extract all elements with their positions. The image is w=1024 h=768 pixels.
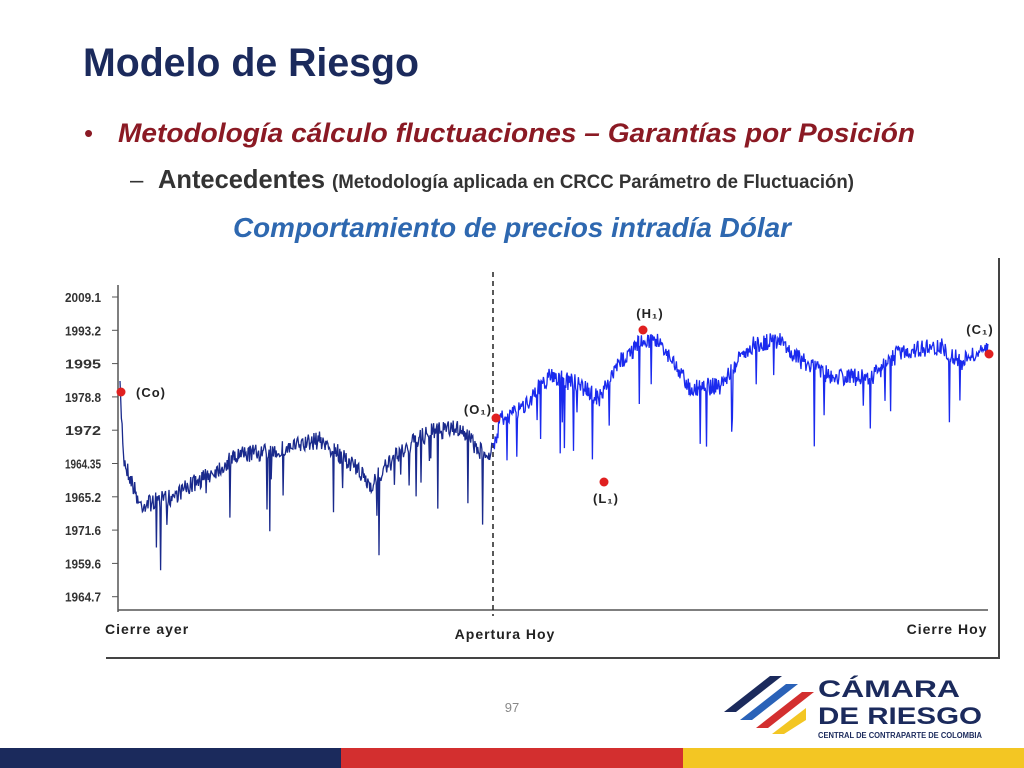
key-point — [638, 325, 648, 335]
key-point — [599, 477, 609, 487]
bullet-text: Metodología cálculo fluctuaciones – Gara… — [118, 118, 915, 148]
key-point-label: (L₁) — [593, 491, 619, 506]
key-point-label: (C₁) — [966, 322, 993, 337]
figure-frame — [106, 258, 1000, 659]
y-label: 1993.2 — [65, 323, 101, 338]
key-point — [116, 387, 126, 397]
page-number: 97 — [505, 700, 519, 715]
y-label: 1972 — [65, 423, 101, 438]
key-point-label: (H₁) — [636, 306, 663, 321]
x-label: Cierre Hoy — [907, 621, 988, 637]
sub-bullet-label: Antecedentes — [158, 164, 325, 194]
price-trace — [492, 333, 989, 461]
y-label: 1978.8 — [65, 390, 101, 405]
footer-bar-red — [341, 748, 683, 768]
key-point-label: (Co) — [136, 385, 166, 400]
footer-bar-navy — [0, 748, 341, 768]
y-label: 1964.7 — [65, 590, 101, 605]
logo-line1: CÁMARA — [818, 675, 960, 703]
footer-bar-yellow — [683, 748, 1024, 768]
price-trace — [119, 380, 493, 571]
figure-title: Comportamiento de precios intradía Dólar — [233, 212, 793, 243]
y-label: 1995 — [65, 357, 101, 372]
key-point — [984, 349, 994, 359]
x-label: Apertura Hoy — [455, 626, 556, 642]
key-point — [491, 413, 501, 423]
logo-line2: DE RIESGO — [818, 703, 982, 730]
sub-bullet-note: (Metodología aplicada en CRCC Parámetro … — [332, 172, 854, 193]
bullet-marker: • — [84, 118, 93, 148]
y-label: 1964.35 — [65, 457, 101, 472]
y-label: 1965.2 — [65, 490, 101, 505]
x-label: Cierre ayer — [105, 621, 189, 637]
y-label: 2009.1 — [65, 290, 101, 305]
logo-tagline: CENTRAL DE CONTRAPARTE DE COLOMBIA — [818, 731, 982, 740]
y-label: 1971.6 — [65, 523, 101, 538]
y-label: 1959.6 — [65, 556, 101, 571]
logo-mark — [724, 676, 814, 734]
key-point-label: (O₁) — [464, 402, 492, 417]
sub-bullet-marker: – — [130, 167, 144, 194]
figure-labels: 2009.1 1993.2 1995 1978.8 1972 1964.35 1965.2 1… — [65, 290, 994, 642]
slide-title: Modelo de Riesgo — [83, 41, 419, 85]
price-series — [119, 333, 989, 571]
